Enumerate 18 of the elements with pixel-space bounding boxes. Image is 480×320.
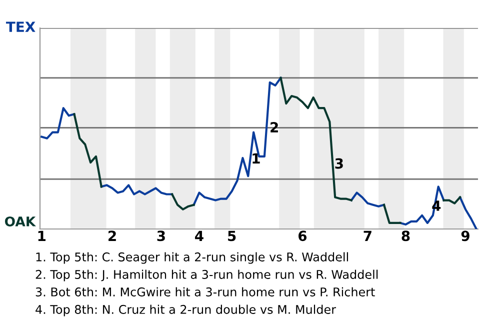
x-tick-label: 7 [364,230,372,241]
text: TEX [6,22,36,32]
text: 3. Bot 6th: M. McGwire hit a 3-run home run vs P. Richert [36,287,375,296]
x-tick-label: 2 [108,230,116,241]
x-tick-label: 5 [228,230,236,242]
annotation: 1 [252,153,260,164]
annotation: 2 [270,122,278,132]
text: 2. Top 5th: J. Hamilton hit a 3-run home run vs R. Waddell [36,270,378,282]
x-tick-label: 9 [461,230,470,242]
annotation: 3 [335,158,343,169]
x-tick-label: 1 [38,230,46,241]
x-tick-label: 8 [402,230,410,242]
text: 1. Top 5th: C. Seager hit a 2-run single vs R. Waddell [36,252,348,264]
x-tick-label: 3 [157,230,165,242]
x-tick-label: 4 [195,230,204,241]
x-tick-label: 6 [298,230,307,242]
text: OAK [4,216,36,226]
text: 4. Top 8th: N. Cruz hit a 2-run double vs M. Mulder [36,304,336,316]
